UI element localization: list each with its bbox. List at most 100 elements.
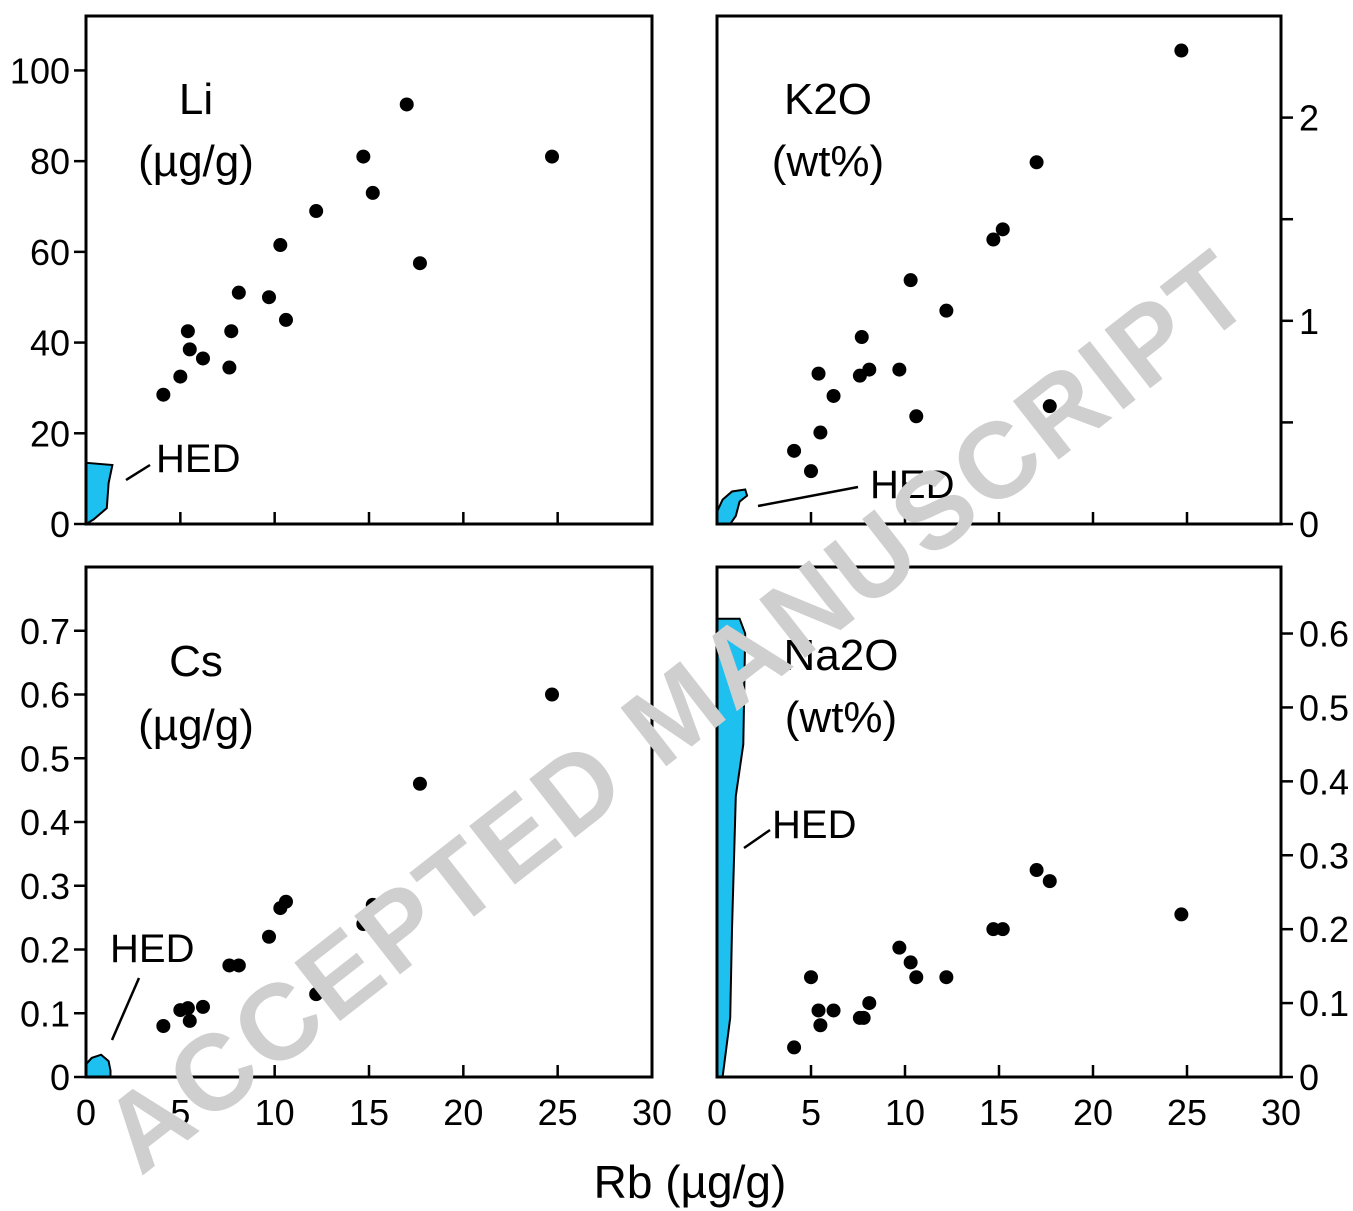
hed-region-cs: [86, 1055, 111, 1077]
data-point-cs: [545, 688, 559, 702]
hed-region-li: [86, 463, 112, 524]
hed-region-k2o: [717, 490, 747, 525]
hed-leader-line: [112, 978, 139, 1040]
data-point-k2o: [855, 330, 869, 344]
x-tick-label: 10: [885, 1092, 925, 1133]
data-point-li: [545, 150, 559, 164]
y-tick-label: 0: [50, 504, 70, 545]
data-point-li: [273, 238, 287, 252]
data-point-k2o: [804, 464, 818, 478]
panel-unit-li: (µg/g): [138, 137, 254, 186]
data-point-li: [262, 290, 276, 304]
data-point-k2o: [1174, 44, 1188, 58]
data-point-k2o: [904, 273, 918, 287]
x-tick-label: 30: [632, 1092, 672, 1133]
hed-label: HED: [110, 927, 194, 971]
data-point-na2o: [787, 1040, 801, 1054]
y-tick-label: 0.1: [20, 993, 70, 1034]
data-point-cs: [232, 958, 246, 972]
data-point-li: [222, 361, 236, 375]
y-tick-label: 80: [30, 141, 70, 182]
data-point-cs: [279, 895, 293, 909]
data-point-li: [366, 186, 380, 200]
data-point-k2o: [1030, 155, 1044, 169]
y-tick-label: 0: [1299, 1057, 1319, 1098]
data-point-na2o: [804, 970, 818, 984]
y-tick-label: 1: [1299, 301, 1319, 342]
data-point-li: [224, 324, 238, 338]
y-tick-label: 100: [10, 50, 70, 91]
data-point-li: [156, 388, 170, 402]
y-tick-label: 0.3: [20, 866, 70, 907]
y-tick-label: 0.2: [1299, 909, 1349, 950]
data-point-k2o: [862, 363, 876, 377]
data-point-na2o: [892, 941, 906, 955]
watermark: ACCEPTED MANUSCRIPT: [80, 226, 1274, 1196]
x-tick-label: 15: [349, 1092, 389, 1133]
y-tick-label: 0.2: [20, 930, 70, 971]
data-point-li: [309, 204, 323, 218]
y-tick-label: 0.6: [20, 675, 70, 716]
data-point-na2o: [909, 970, 923, 984]
data-point-na2o: [996, 922, 1010, 936]
y-tick-label: 0.7: [20, 611, 70, 652]
y-tick-label: 0: [1299, 504, 1319, 545]
data-point-cs: [413, 777, 427, 791]
y-tick-label: 0: [50, 1057, 70, 1098]
panel-label-k2o: K2O: [784, 75, 872, 124]
data-point-k2o: [787, 444, 801, 458]
x-tick-label: 0: [707, 1092, 727, 1133]
data-point-k2o: [892, 363, 906, 377]
data-point-na2o: [939, 970, 953, 984]
data-point-na2o: [1030, 863, 1044, 877]
x-tick-label: 15: [979, 1092, 1019, 1133]
y-tick-label: 0.1: [1299, 983, 1349, 1024]
panel-label-cs: Cs: [169, 637, 223, 686]
data-point-na2o: [812, 1003, 826, 1017]
data-point-k2o: [827, 389, 841, 403]
x-tick-label: 5: [801, 1092, 821, 1133]
data-point-na2o: [813, 1018, 827, 1032]
y-tick-label: 0.5: [20, 738, 70, 779]
panel-label-li: Li: [179, 75, 213, 124]
y-tick-label: 0.6: [1299, 614, 1349, 655]
x-tick-label: 25: [538, 1092, 578, 1133]
y-tick-label: 0.3: [1299, 835, 1349, 876]
panel-unit-cs: (µg/g): [138, 701, 254, 750]
hed-leader-line: [126, 465, 150, 480]
x-axis-label: Rb (µg/g): [594, 1156, 787, 1208]
y-tick-label: 60: [30, 232, 70, 273]
hed-leader-line: [744, 830, 770, 848]
data-point-na2o: [904, 955, 918, 969]
panel-unit-k2o: (wt%): [772, 137, 884, 186]
data-point-k2o: [909, 409, 923, 423]
hed-label: HED: [156, 437, 240, 481]
data-point-cs: [262, 930, 276, 944]
x-tick-label: 25: [1167, 1092, 1207, 1133]
data-point-li: [232, 286, 246, 300]
data-point-na2o: [857, 1011, 871, 1025]
panel-li: 0 20 40 60 80 100 Li (µg/g) HED: [10, 16, 652, 545]
data-point-k2o: [996, 222, 1010, 236]
data-point-li: [413, 256, 427, 270]
panel-unit-na2o: (wt%): [785, 693, 897, 742]
y-tick-label: 20: [30, 413, 70, 454]
data-point-k2o: [812, 367, 826, 381]
y-tick-label: 0.4: [1299, 761, 1349, 802]
y-tick-label: 2: [1299, 98, 1319, 139]
y-tick-label: 0.4: [20, 802, 70, 843]
data-point-li: [356, 150, 370, 164]
y-tick-label: 0.5: [1299, 687, 1349, 728]
data-point-li: [279, 313, 293, 327]
x-tick-label: 30: [1261, 1092, 1301, 1133]
data-point-na2o: [1174, 907, 1188, 921]
data-point-li: [400, 97, 414, 111]
data-point-na2o: [827, 1003, 841, 1017]
data-point-li: [181, 324, 195, 338]
data-point-k2o: [939, 304, 953, 318]
x-tick-label: 20: [1073, 1092, 1113, 1133]
hed-label: HED: [772, 803, 856, 847]
data-point-li: [173, 370, 187, 384]
